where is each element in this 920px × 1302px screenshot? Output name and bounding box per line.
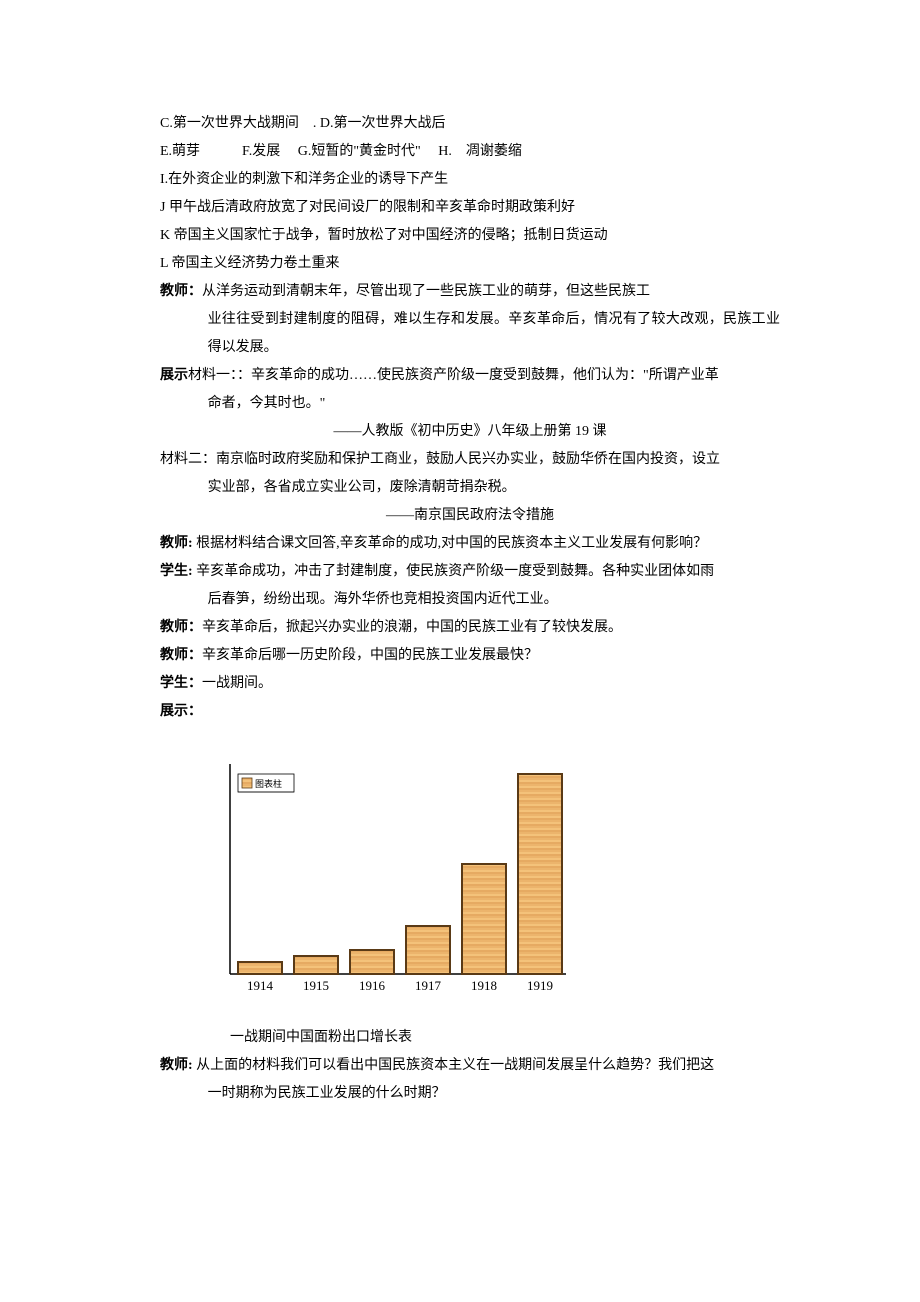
show-line-2: 展示： [160,698,780,726]
student-line-1a: 学生: 辛亥革命成功，冲击了封建制度，使民族资产阶级一度受到鼓舞。各种实业团体如… [160,558,780,586]
document-page: C.第一次世界大战期间 . D.第一次世界大战后 E.萌芽 F.发展 G.短暂的… [0,0,920,1168]
show-line-1b: 命者，今其时也。" [160,390,780,418]
show-label: 展示 [160,368,188,383]
svg-text:1916: 1916 [359,978,386,993]
source-2: ——南京国民政府法令措施 [160,502,780,530]
option-line-l: L 帝国主义经济势力卷土重来 [160,250,780,278]
option-line-efgh: E.萌芽 F.发展 G.短暂的"黄金时代" H. 凋谢萎缩 [160,138,780,166]
teacher-line-2: 教师: 根据材料结合课文回答,辛亥革命的成功,对中国的民族资本主义工业发展有何影… [160,530,780,558]
teacher-line-5b: 一时期称为民族工业发展的什么时期？ [160,1080,780,1108]
student-text-1a: 辛亥革命成功，冲击了封建制度，使民族资产阶级一度受到鼓舞。各种实业团体如雨 [193,564,715,579]
source-1: ——人教版《初中历史》八年级上册第 19 课 [160,418,780,446]
option-line-cd: C.第一次世界大战期间 . D.第一次世界大战后 [160,110,780,138]
svg-text:1919: 1919 [527,978,553,993]
teacher-line-1b: 业往往受到封建制度的阻碍，难以生存和发展。辛亥革命后，情况有了较大改观，民族工业… [160,306,780,362]
student-text-2: 一战期间。 [202,676,272,691]
teacher-line-4: 教师：辛亥革命后哪一历史阶段，中国的民族工业发展最快？ [160,642,780,670]
svg-text:图表柱: 图表柱 [255,778,282,789]
teacher-text-2: 根据材料结合课文回答,辛亥革命的成功,对中国的民族资本主义工业发展有何影响？ [193,536,708,551]
teacher-text-3: 辛亥革命后，掀起兴办实业的浪潮，中国的民族工业有了较快发展。 [202,620,622,635]
svg-text:1918: 1918 [471,978,497,993]
material2-a: 材料二：南京临时政府奖励和保护工商业，鼓励人民兴办实业，鼓励华侨在国内投资，设立 [160,446,780,474]
show-label: 展示： [160,704,202,719]
student-line-1b: 后春笋，纷纷出现。海外华侨也竞相投资国内近代工业。 [160,586,780,614]
show-line-1a: 展示材料一：：辛亥革命的成功……使民族资产阶级一度受到鼓舞，他们认为："所谓产业… [160,362,780,390]
teacher-line-5a: 教师: 从上面的材料我们可以看出中国民族资本主义在一战期间发展呈什么趋势？我们把… [160,1052,780,1080]
option-line-i: I.在外资企业的刺激下和洋务企业的诱导下产生 [160,166,780,194]
teacher-label: 教师： [160,620,202,635]
teacher-line-3: 教师：辛亥革命后，掀起兴办实业的浪潮，中国的民族工业有了较快发展。 [160,614,780,642]
student-line-2: 学生：一战期间。 [160,670,780,698]
teacher-label: 教师: [160,1058,193,1073]
teacher-text-5a: 从上面的材料我们可以看出中国民族资本主义在一战期间发展呈什么趋势？我们把这 [193,1058,715,1073]
show-text-1a: 材料一：：辛亥革命的成功……使民族资产阶级一度受到鼓舞，他们认为："所谓产业革 [188,368,719,383]
svg-text:1914: 1914 [247,978,274,993]
student-label: 学生: [160,564,193,579]
teacher-text-4: 辛亥革命后哪一历史阶段，中国的民族工业发展最快？ [202,648,538,663]
teacher-label: 教师： [160,284,202,299]
teacher-text-1a: 从洋务运动到清朝末年，尽管出现了一些民族工业的萌芽，但这些民族工 [202,284,650,299]
material2-b: 实业部，各省成立实业公司，废除清朝苛捐杂税。 [160,474,780,502]
teacher-label: 教师: [160,536,193,551]
bar-chart-svg: 图表柱 1914 1915 1916 1917 1918 1919 [190,744,570,1016]
chart-caption: 一战期间中国面粉出口增长表 [160,1024,780,1052]
svg-text:1915: 1915 [303,978,329,993]
teacher-label: 教师： [160,648,202,663]
option-line-k: K 帝国主义国家忙于战争，暂时放松了对中国经济的侵略；抵制日货运动 [160,222,780,250]
teacher-line-1a: 教师：从洋务运动到清朝末年，尽管出现了一些民族工业的萌芽，但这些民族工 [160,278,780,306]
option-line-j: J 甲午战后清政府放宽了对民间设厂的限制和辛亥革命时期政策利好 [160,194,780,222]
export-bar-chart: 图表柱 1914 1915 1916 1917 1918 1919 [190,744,780,1016]
student-label: 学生： [160,676,202,691]
svg-text:1917: 1917 [415,978,442,993]
